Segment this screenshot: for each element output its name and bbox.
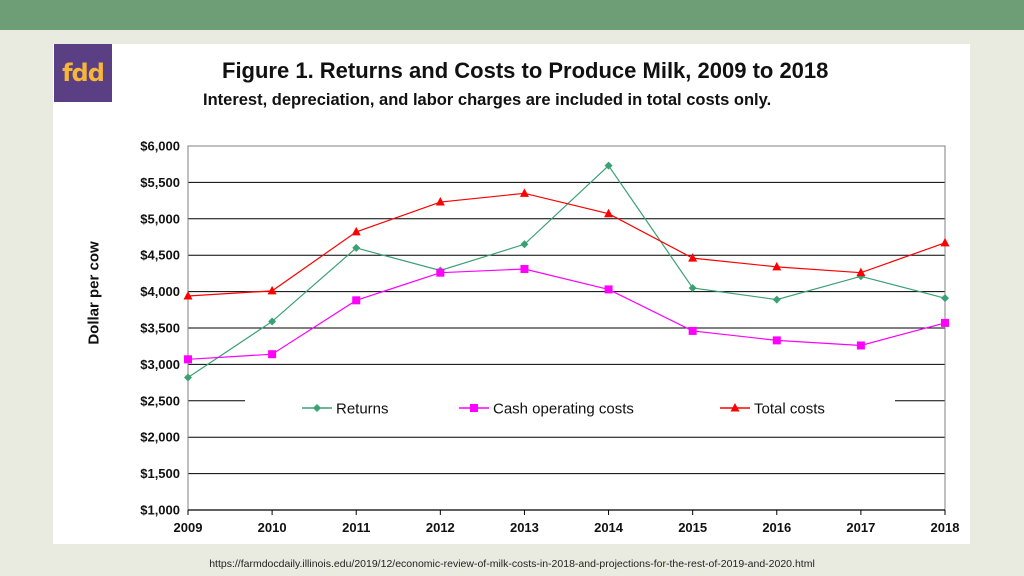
y-tick-label: $2,500	[140, 393, 180, 408]
x-tick-label: 2015	[678, 520, 707, 535]
y-tick-label: $6,000	[140, 139, 180, 154]
data-point	[772, 261, 782, 271]
data-point	[940, 237, 950, 247]
y-tick-label: $1,500	[140, 466, 180, 481]
x-tick-label: 2016	[762, 520, 791, 535]
data-point	[435, 197, 445, 206]
slide-content-area	[53, 44, 970, 544]
legend: Returns Cash operating costs Total costs	[245, 392, 895, 424]
x-tick-label: 2017	[846, 520, 875, 535]
y-tick-label: $5,000	[140, 211, 180, 226]
data-point	[352, 296, 361, 305]
data-point	[856, 267, 866, 277]
data-point	[436, 268, 445, 277]
x-tick-label: 2013	[510, 520, 539, 535]
data-point	[941, 294, 949, 303]
data-point	[772, 295, 781, 304]
chart-subtitle: Interest, depreciation, and labor charge…	[203, 91, 772, 109]
data-point	[184, 355, 192, 364]
data-point	[520, 240, 529, 249]
legend-marker	[313, 404, 321, 412]
x-tick-label: 2014	[594, 520, 624, 535]
y-tick-label: $3,000	[140, 357, 180, 372]
data-point	[688, 253, 698, 262]
y-tick-label: $2,000	[140, 430, 180, 445]
y-tick-label: $3,500	[140, 321, 180, 336]
series-line-3	[187, 192, 946, 297]
source-url[interactable]: https://farmdocdaily.illinois.edu/2019/1…	[209, 558, 815, 570]
data-point	[184, 373, 192, 382]
y-tick-label: $1,000	[140, 503, 180, 518]
data-point	[772, 336, 781, 345]
legend-marker	[730, 403, 740, 412]
legend-label: Total costs	[754, 401, 825, 418]
data-point	[604, 285, 613, 294]
data-point	[520, 265, 529, 274]
series-lines	[183, 161, 950, 382]
y-tick-label: $5,500	[140, 175, 180, 190]
legend-marker	[470, 404, 478, 412]
x-tick-label: 2012	[426, 520, 455, 535]
fdd-logo[interactable]: fdd	[54, 44, 112, 102]
data-point	[941, 318, 949, 327]
data-point	[351, 226, 361, 236]
legend-box	[245, 392, 895, 424]
data-point	[352, 243, 361, 252]
x-tick-label: 2018	[931, 520, 960, 535]
data-point	[183, 290, 193, 300]
chart-title: Figure 1. Returns and Costs to Produce M…	[222, 58, 829, 83]
data-point	[688, 283, 697, 292]
x-tick-label: 2010	[258, 520, 287, 535]
data-point	[267, 285, 277, 295]
axes: $1,000 $1,500 $2,000 $2,500 $3,000 $3,500 $4,0…	[140, 139, 959, 536]
series-line-2	[187, 268, 946, 360]
data-point	[688, 326, 697, 335]
y-tick-label: $4,000	[140, 284, 180, 299]
top-bar	[0, 0, 1024, 30]
grid-lines	[188, 145, 945, 511]
x-tick-label: 2011	[342, 520, 370, 535]
data-point	[519, 188, 529, 197]
data-point	[604, 208, 614, 218]
y-tick-label: $4,500	[140, 248, 180, 263]
legend-label: Returns	[336, 401, 389, 418]
data-point	[268, 317, 277, 326]
data-point	[604, 161, 613, 170]
data-point	[268, 350, 277, 359]
legend-label: Cash operating costs	[493, 401, 634, 418]
series-line-1	[187, 164, 946, 379]
x-tick-label: 2009	[174, 520, 203, 535]
data-point	[856, 341, 865, 350]
